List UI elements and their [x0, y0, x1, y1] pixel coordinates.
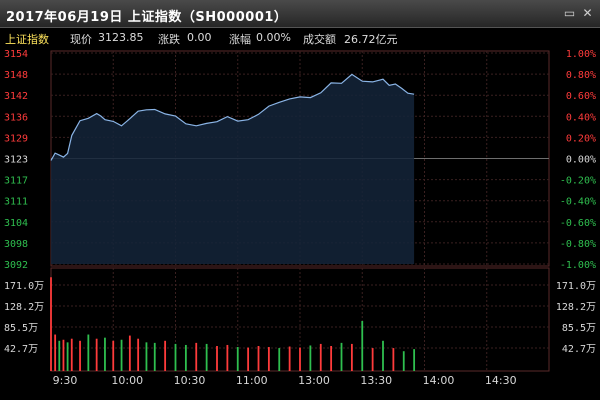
pct-value: 0.00% — [256, 31, 291, 44]
volume-bar — [58, 340, 61, 371]
volume-bar — [87, 334, 90, 371]
window-title: 2017年06月19日 上证指数（SH000001） — [6, 10, 288, 25]
volume-bar — [413, 349, 416, 371]
volume-bar — [278, 348, 281, 371]
volume-bar — [361, 321, 364, 371]
volume-tick-label-right: 171.0万 — [556, 281, 596, 292]
pct-tick-label: 0.00% — [566, 155, 596, 166]
volume-bar — [164, 340, 167, 371]
time-tick-label: 10:30 — [174, 374, 206, 387]
volume-bar — [153, 342, 156, 371]
volume-bar — [184, 344, 187, 371]
volume-bar — [104, 337, 106, 371]
time-tick-label: 14:00 — [423, 374, 455, 387]
volume-bar — [226, 344, 229, 371]
price-tick-label: 3117 — [4, 176, 28, 187]
change-label: 涨跌 — [158, 33, 180, 46]
change-value: 0.00 — [187, 31, 212, 44]
pct-tick-label: -0.80% — [560, 239, 596, 250]
pct-tick-label: -0.40% — [560, 197, 596, 208]
volume-bar — [340, 342, 343, 371]
volume-bar — [174, 343, 177, 371]
volume-bar — [128, 335, 131, 371]
pct-tick-label: -1.00% — [560, 260, 596, 271]
price-area — [51, 74, 415, 265]
volume-tick-label-right: 128.2万 — [556, 302, 596, 313]
time-tick-label: 13:00 — [298, 374, 330, 387]
volume-bar — [257, 346, 260, 371]
volume-bar — [195, 342, 198, 371]
price-tick-label: 3148 — [4, 70, 28, 81]
close-icon[interactable]: ✕ — [582, 6, 593, 20]
volume-bar — [137, 338, 140, 371]
volume-bar — [54, 334, 57, 371]
volume-bar — [66, 342, 69, 371]
volume-bar — [79, 340, 81, 371]
volume-bar — [319, 343, 322, 371]
volume-bar — [50, 277, 52, 371]
volume-bar — [371, 348, 374, 371]
price-tick-label: 3142 — [4, 91, 28, 102]
volume-bar — [62, 339, 65, 371]
price-tick-label: 3092 — [4, 260, 28, 271]
quote-info-bar: 上证指数 现价 3123.85 涨跌 0.00 涨幅 0.00% 成交额 26.… — [0, 28, 600, 48]
volume-bar — [145, 342, 148, 371]
price-tick-label: 3154 — [4, 49, 28, 60]
price-tick-label: 3129 — [4, 133, 28, 144]
volume-bar — [95, 338, 98, 371]
pct-tick-label: 1.00% — [566, 49, 596, 60]
time-tick-label: 14:30 — [485, 374, 517, 387]
volume-bar — [216, 346, 218, 371]
volume-bar — [350, 343, 353, 371]
price-tick-label: 3104 — [4, 218, 28, 229]
index-name: 上证指数 — [5, 33, 49, 46]
time-tick-label: 11:00 — [236, 374, 268, 387]
volume-bar — [247, 347, 250, 371]
volume-bar — [236, 347, 239, 371]
volume-bar — [205, 343, 208, 371]
pct-tick-label: -0.60% — [560, 218, 596, 229]
volume-bar — [267, 347, 270, 371]
volume-bar — [382, 340, 384, 371]
pct-tick-label: 0.40% — [566, 112, 596, 123]
pct-tick-label: 0.80% — [566, 70, 596, 81]
price-tick-label: 3111 — [4, 197, 28, 208]
volume-tick-label: 171.0万 — [4, 281, 44, 292]
time-tick-label: 9:30 — [53, 374, 78, 387]
price-label: 现价 — [70, 33, 92, 46]
price-tick-label: 3136 — [4, 112, 28, 123]
time-tick-label: 10:00 — [111, 374, 143, 387]
volume-bar — [330, 346, 333, 371]
volume-bar — [309, 345, 312, 371]
price-tick-label: 3098 — [4, 239, 28, 250]
volume-bar — [112, 340, 115, 371]
volume-bar — [392, 348, 395, 371]
volume-bar — [299, 347, 301, 371]
pct-tick-label: -0.20% — [560, 176, 596, 187]
volume-bar — [70, 338, 73, 371]
volume-tick-label: 128.2万 — [4, 302, 44, 313]
volume-bar — [288, 346, 291, 371]
price-value: 3123.85 — [98, 31, 144, 44]
price-line — [50, 73, 415, 161]
volume-bar — [402, 351, 405, 371]
volume-tick-label-right: 42.7万 — [562, 344, 596, 355]
pct-tick-label: 0.20% — [566, 133, 596, 144]
time-tick-label: 13:30 — [360, 374, 392, 387]
pct-label: 涨幅 — [229, 33, 251, 46]
volume-tick-label-right: 85.5万 — [562, 323, 596, 334]
title-bar: 2017年06月19日 上证指数（SH000001） ▭ ✕ — [0, 0, 600, 28]
volume-tick-label: 85.5万 — [4, 323, 38, 334]
volume-tick-label: 42.7万 — [4, 344, 38, 355]
pct-tick-label: 0.60% — [566, 91, 596, 102]
turnover-label: 成交额 — [303, 33, 336, 46]
turnover-value: 26.72亿元 — [344, 33, 398, 46]
volume-bar — [120, 339, 123, 371]
price-tick-label: 3123 — [4, 155, 28, 166]
minimize-icon[interactable]: ▭ — [563, 6, 576, 20]
